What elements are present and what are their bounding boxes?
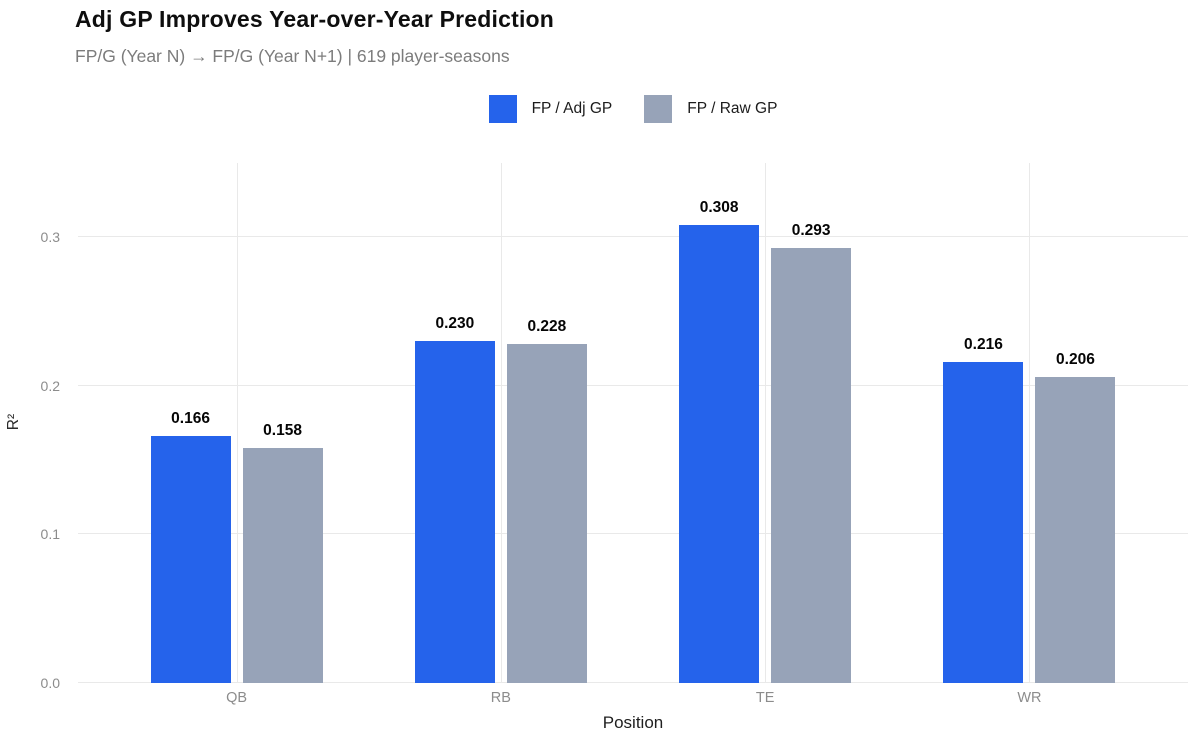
bar-adj-gp-te xyxy=(679,225,760,683)
bar-raw-gp-te xyxy=(771,247,852,683)
y-tick-label: 0.2 xyxy=(40,377,60,394)
x-tick-label-rb: RB xyxy=(490,690,511,706)
y-tick-label: 0.1 xyxy=(40,526,60,543)
bar-adj-gp-rb xyxy=(414,341,495,683)
bar-adj-gp-wr xyxy=(943,362,1024,683)
bar-raw-gp-wr xyxy=(1035,376,1116,683)
y-tick-label: 0.0 xyxy=(40,675,60,691)
bar-value-label: 0.308 xyxy=(699,199,739,217)
x-axis-title: Position xyxy=(602,713,664,732)
x-tick-label-wr: WR xyxy=(1017,690,1042,706)
gridline-horizontal xyxy=(78,682,1188,683)
legend: FP / Adj GP FP / Raw GP xyxy=(78,94,1188,124)
bar-adj-gp-qb xyxy=(150,436,231,683)
gridline-horizontal xyxy=(78,236,1188,238)
y-tick-label: 0.3 xyxy=(40,229,60,246)
bar-value-label: 0.228 xyxy=(527,318,567,336)
bar-value-label: 0.158 xyxy=(263,422,302,440)
gridline-vertical xyxy=(236,163,238,683)
y-axis: 0.0 0.1 0.2 0.3 xyxy=(0,163,62,691)
legend-label: FP / Adj GP xyxy=(531,100,613,117)
bar-raw-gp-rb xyxy=(506,344,587,683)
chart-title: Adj GP Improves Year-over-Year Predictio… xyxy=(75,6,555,32)
legend-item: FP / Raw GP xyxy=(644,95,777,123)
bar-value-label: 0.166 xyxy=(171,410,210,428)
legend-item: FP / Adj GP xyxy=(488,95,613,123)
gridline-vertical xyxy=(1029,163,1031,683)
gridline-vertical xyxy=(500,163,502,683)
bar-value-label: 0.230 xyxy=(435,315,475,333)
bar-value-label: 0.293 xyxy=(791,221,831,239)
x-tick-label-qb: QB xyxy=(226,690,248,706)
legend-label: FP / Raw GP xyxy=(687,100,778,117)
gridline-horizontal xyxy=(78,384,1188,386)
bar-raw-gp-qb xyxy=(242,448,323,683)
x-axis: QB RB TE WR xyxy=(78,690,1188,710)
gridline-horizontal xyxy=(78,533,1188,535)
chart-subtitle: FP/G (Year N) → FP/G (Year N+1) | 619 pl… xyxy=(75,46,510,66)
x-tick-label-te: TE xyxy=(755,690,775,706)
legend-swatch-adj-gp xyxy=(488,95,517,123)
plot-panel: 0.166 0.158 0.230 0.228 0.308 0.293 0.216 0.206 xyxy=(78,163,1188,683)
bar-value-label: 0.206 xyxy=(1056,350,1095,368)
gridline-vertical xyxy=(765,163,767,683)
bar-value-label: 0.216 xyxy=(964,336,1003,354)
legend-swatch-raw-gp xyxy=(644,95,673,123)
